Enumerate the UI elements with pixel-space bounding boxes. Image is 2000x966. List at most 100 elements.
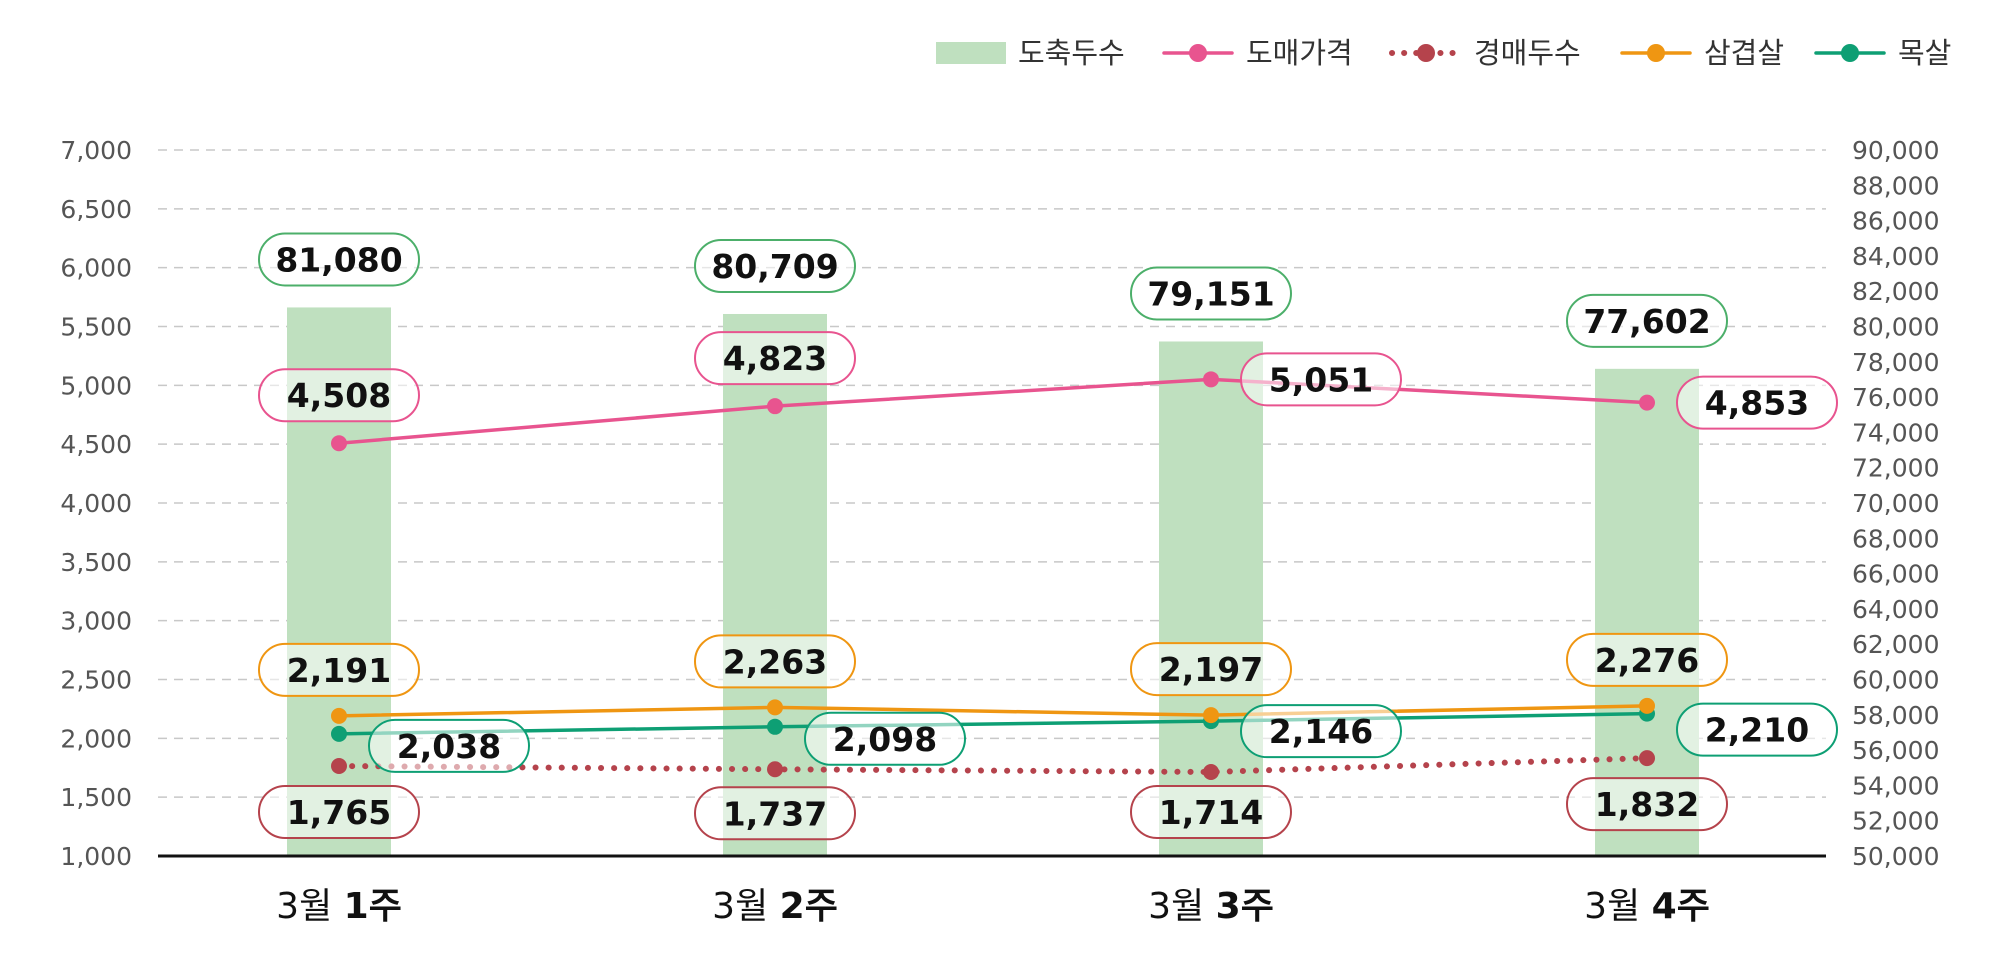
left-axis-tick-label: 6,500 <box>60 195 132 224</box>
data-label-목살-text: 2,210 <box>1705 711 1809 750</box>
legend-marker <box>1417 44 1435 62</box>
data-label-경매두수-text: 1,765 <box>287 793 391 832</box>
data-label-삼겹살-text: 2,263 <box>723 642 827 681</box>
data-label-도축두수-text: 81,080 <box>275 240 402 279</box>
data-label-경매두수: 1,737 <box>694 786 856 841</box>
x-axis-category-label: 3월 3주 <box>1148 886 1274 927</box>
line-목살 <box>337 711 1649 736</box>
right-axis-tick-label: 90,000 <box>1852 136 1939 165</box>
data-label-경매두수: 1,714 <box>1130 784 1292 839</box>
data-label-도매가격: 4,508 <box>258 368 420 423</box>
data-label-도축두수-outline <box>694 238 856 293</box>
right-axis-tick-label: 82,000 <box>1852 277 1939 306</box>
data-label-도매가격: 4,823 <box>694 331 856 386</box>
point-도매가격 <box>331 435 347 452</box>
data-label-삼겹살-outline <box>1566 632 1728 687</box>
data-label-삼겹살-outline <box>694 634 856 689</box>
right-axis-tick-label: 52,000 <box>1852 807 1939 836</box>
data-label-삼겹살-text: 2,276 <box>1595 641 1699 680</box>
data-label-경매두수: 1,765 <box>258 784 420 839</box>
data-label-경매두수-text: 1,714 <box>1159 793 1263 832</box>
point-경매두수 <box>767 761 783 778</box>
right-axis-tick-label: 54,000 <box>1852 771 1939 800</box>
data-label-도축두수-text: 79,151 <box>1147 274 1274 313</box>
data-label-목살-text: 2,038 <box>397 727 501 766</box>
legend-item-삼겹살: 삼겹살 <box>1620 36 1784 70</box>
right-axis-tick-label: 74,000 <box>1852 418 1939 447</box>
data-label-목살-outline <box>804 711 966 766</box>
right-axis-tick-label: 50,000 <box>1852 842 1939 871</box>
data-label-목살-outline <box>1676 702 1838 757</box>
left-axis-tick-label: 2,000 <box>60 724 132 753</box>
data-label-도매가격-text: 4,508 <box>287 376 391 415</box>
right-axis-tick-label: 70,000 <box>1852 489 1939 518</box>
data-label-도매가격-text: 4,853 <box>1705 384 1809 423</box>
point-삼겹살 <box>1639 697 1655 714</box>
data-label-삼겹살-text: 2,191 <box>287 651 391 690</box>
data-label-도축두수-outline <box>1130 266 1292 321</box>
data-label-삼겹살: 2,276 <box>1566 632 1728 687</box>
data-label-경매두수: 1,832 <box>1566 777 1728 832</box>
right-axis-tick-label: 88,000 <box>1852 171 1939 200</box>
line-도매가격 <box>337 377 1649 445</box>
data-label-목살: 2,146 <box>1240 704 1402 759</box>
data-label-목살: 2,210 <box>1676 702 1838 757</box>
right-axis-tick-label: 64,000 <box>1852 595 1939 624</box>
right-axis-tick-label: 78,000 <box>1852 348 1939 377</box>
data-label-경매두수-outline <box>1130 784 1292 839</box>
point-경매두수 <box>331 757 347 774</box>
data-label-삼겹살: 2,191 <box>258 642 420 697</box>
x-axis-category-label: 3월 1주 <box>276 886 402 927</box>
data-label-도매가격-outline <box>694 331 856 386</box>
data-label-도축두수-text: 77,602 <box>1583 302 1710 341</box>
data-label-삼겹살: 2,197 <box>1130 642 1292 697</box>
legend-item-경매두수: 경매두수 <box>1389 36 1581 70</box>
legend-label: 삼겹살 <box>1704 36 1784 70</box>
data-label-도축두수: 77,602 <box>1566 293 1728 348</box>
data-label-경매두수-outline <box>1566 777 1728 832</box>
legend-marker <box>1647 44 1665 62</box>
data-label-삼겹살-outline <box>258 642 420 697</box>
data-label-목살: 2,038 <box>368 718 530 773</box>
point-도매가격 <box>767 398 783 415</box>
legend-swatch <box>936 42 1006 64</box>
left-axis-tick-label: 5,000 <box>60 371 132 400</box>
legend-marker <box>1189 44 1207 62</box>
left-axis-tick-label: 3,000 <box>60 607 132 636</box>
point-목살 <box>331 725 347 742</box>
data-label-경매두수-outline <box>694 786 856 841</box>
left-axis-tick-label: 1,000 <box>60 842 132 871</box>
right-axis-tick-label: 86,000 <box>1852 207 1939 236</box>
point-경매두수 <box>1203 763 1219 780</box>
data-label-경매두수-text: 1,737 <box>723 794 827 833</box>
legend-item-도매가격: 도매가격 <box>1162 36 1353 70</box>
right-axis-tick-label: 58,000 <box>1852 701 1939 730</box>
left-axis-tick-label: 4,500 <box>60 430 132 459</box>
point-삼겹살 <box>767 699 783 716</box>
right-axis-tick-label: 80,000 <box>1852 313 1939 342</box>
data-label-도매가격-text: 4,823 <box>723 339 827 378</box>
data-label-도매가격-outline <box>1676 375 1838 430</box>
data-label-도축두수: 79,151 <box>1130 266 1292 321</box>
right-axis-tick-label: 62,000 <box>1852 630 1939 659</box>
right-axis-tick-label: 76,000 <box>1852 383 1939 412</box>
data-label-도매가격-outline <box>1240 352 1402 407</box>
data-label-도축두수: 81,080 <box>258 232 420 287</box>
data-label-삼겹살: 2,263 <box>694 634 856 689</box>
legend-label: 도매가격 <box>1246 36 1353 70</box>
point-경매두수 <box>1639 750 1655 767</box>
right-axis-tick-label: 56,000 <box>1852 736 1939 765</box>
legend-item-목살: 목살 <box>1814 36 1951 70</box>
right-axis-tick-label: 68,000 <box>1852 524 1939 553</box>
point-목살 <box>767 718 783 735</box>
legend-label: 목살 <box>1898 36 1951 70</box>
legend-marker <box>1841 44 1859 62</box>
data-label-도매가격-outline <box>258 368 420 423</box>
data-label-도축두수-text: 80,709 <box>711 247 838 286</box>
line-경매두수 <box>336 755 1650 775</box>
point-삼겹살 <box>1203 707 1219 724</box>
left-axis-tick-label: 2,500 <box>60 666 132 695</box>
line-삼겹살 <box>337 704 1649 718</box>
